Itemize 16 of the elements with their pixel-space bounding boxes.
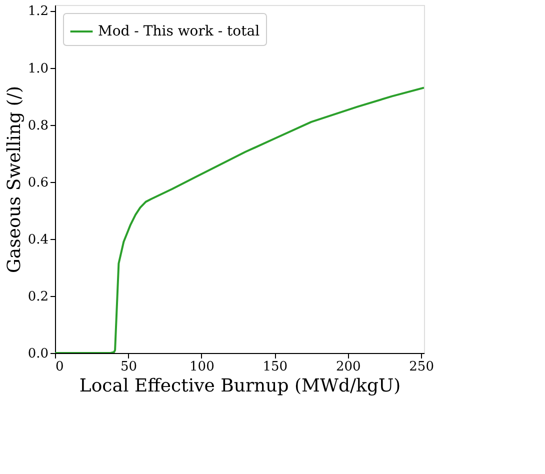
y-tick-label: 1.0	[28, 61, 48, 76]
y-tick-label: 0.8	[28, 118, 48, 134]
y-tick-label: 0.6	[28, 175, 48, 190]
x-tick-label: 50	[120, 360, 137, 374]
x-axis-title: Local Effective Burnup (MWd/kgU)	[79, 376, 401, 396]
y-tick-label: 0.2	[28, 289, 48, 304]
legend-label: Mod - This work - total	[98, 24, 260, 40]
x-tick-label: 150	[262, 360, 288, 374]
y-tick-label: 0.4	[28, 232, 48, 248]
y-axis-title: Gaseous Swelling (/)	[4, 86, 25, 273]
x-tick-label: 0	[56, 360, 64, 374]
y-tick-label: 0.0	[28, 346, 48, 362]
x-tick-label: 250	[409, 360, 434, 374]
x-tick-label: 200	[336, 360, 361, 374]
x-tick-label: 100	[190, 360, 214, 374]
y-tick-label: 1.2	[28, 4, 48, 20]
